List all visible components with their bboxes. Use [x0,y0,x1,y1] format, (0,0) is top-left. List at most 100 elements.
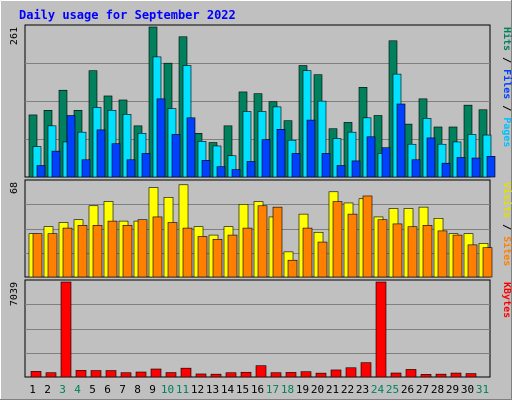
bar-pages-day-14 [231,169,241,178]
bar-kbytes-day-25 [390,372,402,378]
bar-pages-day-31 [486,156,496,178]
bar-sites-day-5 [92,225,103,278]
y-max-label: 261 [9,27,20,45]
bar-kbytes-day-1 [30,371,42,378]
x-tick-label: 17 [266,383,279,396]
bar-sites-day-19 [302,227,313,278]
bar-kbytes-day-9 [150,368,162,378]
bar-sites-day-3 [62,227,73,278]
legend-separator: / [501,51,512,69]
x-tick-label: 10 [161,383,174,396]
legend-sites: Sites [501,236,512,266]
x-tick-label: 29 [446,383,459,396]
x-tick-label: 3 [59,383,66,396]
bar-sites-day-21 [332,201,343,278]
bar-sites-day-30 [467,244,478,278]
bar-kbytes-day-6 [105,370,117,378]
bar-pages-day-13 [216,166,226,178]
x-tick-label: 25 [386,383,399,396]
x-tick-label: 19 [296,383,309,396]
bar-sites-day-12 [197,236,208,278]
bar-pages-day-16 [261,139,271,178]
bar-kbytes-day-21 [330,369,342,378]
legend-pages: Pages [501,117,512,147]
bar-pages-day-21 [336,165,346,178]
bar-sites-day-28 [437,230,448,278]
bar-kbytes-day-28 [435,373,447,378]
bar-pages-day-30 [471,157,481,178]
bar-kbytes-day-5 [90,370,102,378]
bar-pages-day-10 [171,134,181,178]
bar-kbytes-day-7 [120,372,132,378]
bar-sites-day-25 [392,223,403,278]
series-kbytes [30,281,477,378]
x-tick-label: 5 [89,383,96,396]
x-tick-label: 9 [149,383,156,396]
x-tick-label: 30 [461,383,474,396]
bar-pages-day-15 [246,161,256,178]
bar-kbytes-day-13 [210,373,222,378]
bar-kbytes-day-22 [345,367,357,378]
x-tick-label: 11 [176,383,189,396]
y-max-label: 68 [9,182,20,194]
bar-pages-day-20 [321,153,331,178]
legend-files: Files [501,69,512,99]
x-tick-label: 31 [476,383,489,396]
x-tick-label: 23 [356,383,369,396]
bar-kbytes-day-4 [75,370,87,378]
bar-sites-day-4 [77,225,88,278]
bar-pages-day-5 [96,129,106,178]
x-tick-label: 28 [431,383,444,396]
x-axis-labels: 1 2 3 4 5 6 7 8 9 10 11 12 13 14 15 16 17 18 19 20 21 22 23 24 2… [29,383,489,396]
x-tick-label: 21 [326,383,339,396]
bar-kbytes-day-26 [405,369,417,378]
bar-kbytes-day-8 [135,371,147,378]
bar-kbytes-day-24 [375,281,387,378]
bar-pages-day-8 [141,153,151,178]
bar-pages-day-2 [51,150,61,178]
bar-sites-day-15 [242,227,253,278]
x-tick-label: 12 [191,383,204,396]
x-tick-label: 14 [221,383,235,396]
bar-sites-day-10 [167,222,178,278]
x-tick-label: 15 [236,383,249,396]
bar-pages-day-3 [66,115,76,178]
bar-sites-day-24 [377,219,388,278]
x-tick-label: 22 [341,383,354,396]
bar-sites-day-7 [122,225,133,278]
legend-hits-files-pages: Hits / Files / Pages [501,27,512,147]
bar-sites-day-31 [482,247,493,278]
bar-pages-day-23 [366,136,376,178]
bar-kbytes-day-15 [240,371,252,378]
panel-hits-files-pages: 261 Hits / Files / Pages [9,24,512,178]
bar-pages-day-19 [306,119,316,178]
bar-kbytes-day-20 [315,372,327,378]
bar-kbytes-day-30 [465,373,477,378]
bar-pages-day-12 [201,160,211,178]
bar-pages-day-26 [411,159,421,178]
x-tick-label: 2 [44,383,51,396]
x-tick-label: 18 [281,383,294,396]
bar-kbytes-day-14 [225,372,237,378]
legend-visits: Visits [501,182,512,218]
bar-pages-day-6 [111,143,121,178]
bar-pages-day-18 [291,153,301,178]
bar-kbytes-day-10 [165,372,177,378]
bar-pages-day-11 [186,117,196,178]
bar-kbytes-day-2 [45,372,57,378]
legend-visits-sites: Visits / Sites [501,182,512,266]
x-tick-label: 7 [119,383,126,396]
legend-separator: / [501,99,512,117]
chart-panels: 261 Hits / Files / Pages 68 Visits / Sites 7… [9,24,512,378]
bar-kbytes-day-19 [300,371,312,378]
x-tick-label: 13 [206,383,219,396]
bar-kbytes-day-27 [420,374,432,378]
bar-kbytes-day-18 [285,372,297,378]
legend-kbytes: KBytes [501,282,512,318]
bar-sites-day-6 [107,220,118,278]
x-tick-label: 24 [371,383,385,396]
plot-area [24,279,491,378]
series-pages [36,98,496,178]
bar-kbytes-day-11 [180,367,192,378]
